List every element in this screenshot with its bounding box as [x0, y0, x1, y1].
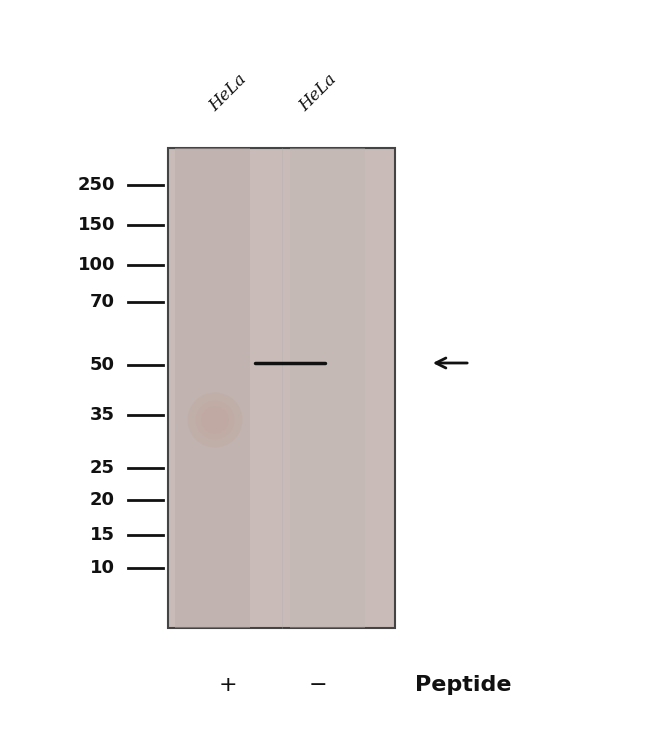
- Text: HeLa: HeLa: [206, 71, 250, 115]
- Text: 250: 250: [77, 176, 115, 194]
- Text: 15: 15: [90, 526, 115, 544]
- Text: +: +: [218, 675, 237, 695]
- Text: 35: 35: [90, 406, 115, 424]
- Bar: [168, 148, 395, 628]
- Text: 25: 25: [90, 459, 115, 477]
- Text: 20: 20: [90, 491, 115, 509]
- Text: HeLa: HeLa: [296, 71, 340, 115]
- Ellipse shape: [187, 392, 242, 447]
- Bar: [290, 148, 365, 628]
- Text: 100: 100: [77, 256, 115, 274]
- Text: 10: 10: [90, 559, 115, 577]
- Ellipse shape: [196, 400, 234, 439]
- Text: Peptide: Peptide: [415, 675, 512, 695]
- Text: 150: 150: [77, 216, 115, 234]
- Bar: [175, 148, 250, 628]
- Text: 70: 70: [90, 293, 115, 311]
- Text: −: −: [309, 675, 328, 695]
- Ellipse shape: [202, 406, 229, 434]
- Text: 50: 50: [90, 356, 115, 374]
